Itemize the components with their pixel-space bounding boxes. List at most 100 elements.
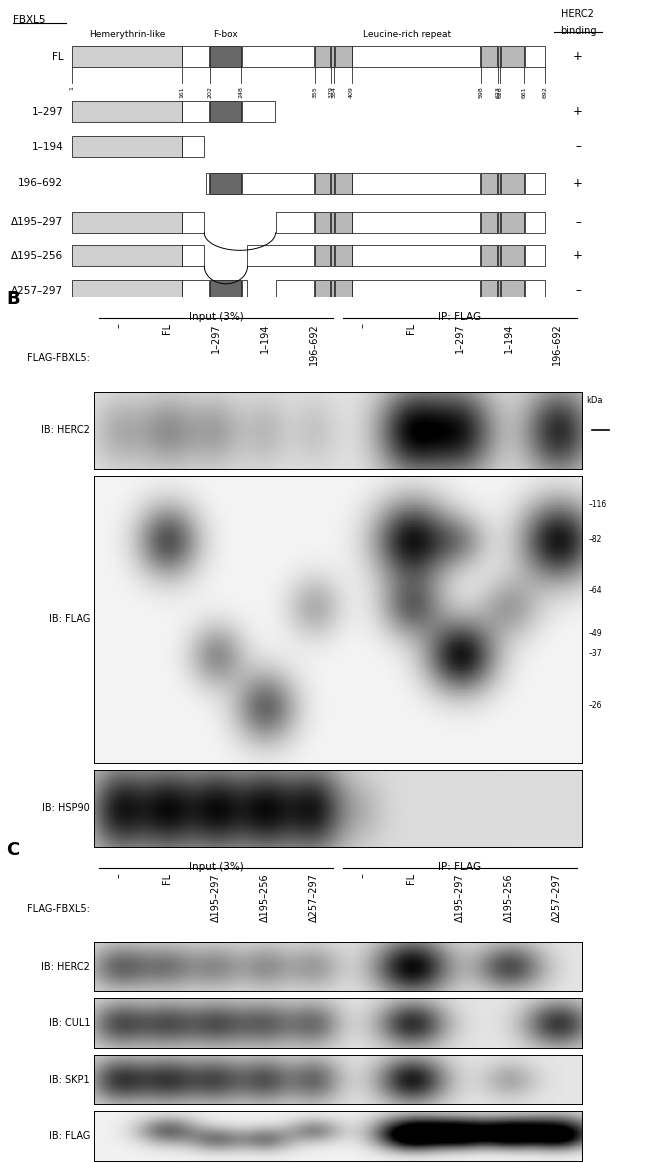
Bar xyxy=(352,280,480,301)
Bar xyxy=(352,212,480,233)
Text: –: – xyxy=(114,323,124,328)
Text: binding: binding xyxy=(560,26,596,36)
Bar xyxy=(183,101,209,122)
Text: –37: –37 xyxy=(589,649,603,658)
Text: 626: 626 xyxy=(498,86,502,98)
Bar xyxy=(205,172,209,193)
Text: Δ195–256: Δ195–256 xyxy=(504,873,514,922)
Text: FL: FL xyxy=(162,323,172,335)
Bar xyxy=(352,47,480,67)
Text: FLAG-FBXL5:: FLAG-FBXL5: xyxy=(27,904,90,913)
Bar xyxy=(242,280,247,301)
Text: –: – xyxy=(575,141,581,154)
Text: Δ195–297: Δ195–297 xyxy=(211,873,221,922)
Text: –: – xyxy=(575,284,581,298)
Text: 692: 692 xyxy=(543,86,548,98)
Bar xyxy=(501,245,524,266)
Text: 1: 1 xyxy=(70,86,75,90)
Bar xyxy=(481,280,497,301)
Text: 1–297: 1–297 xyxy=(32,107,63,117)
Bar xyxy=(210,172,241,193)
Text: –: – xyxy=(358,323,367,328)
Bar xyxy=(72,245,182,266)
Text: 379: 379 xyxy=(328,86,333,98)
Text: F-box: F-box xyxy=(213,30,238,40)
Bar xyxy=(481,212,497,233)
Text: 355: 355 xyxy=(312,86,317,98)
Text: –64: –64 xyxy=(589,586,603,595)
Bar xyxy=(525,245,545,266)
Text: 1–297: 1–297 xyxy=(455,323,465,352)
Bar xyxy=(210,47,241,67)
Bar xyxy=(501,212,524,233)
Bar xyxy=(242,172,314,193)
Text: –82: –82 xyxy=(589,535,603,543)
Text: FL: FL xyxy=(406,873,416,885)
Bar xyxy=(525,280,545,301)
Text: 598: 598 xyxy=(478,86,484,98)
Bar xyxy=(210,101,241,122)
Bar xyxy=(315,212,330,233)
Text: Δ195–256: Δ195–256 xyxy=(260,873,270,922)
Bar xyxy=(331,245,335,266)
Text: FBXL5: FBXL5 xyxy=(13,15,46,24)
Text: A: A xyxy=(1,0,15,2)
Bar xyxy=(72,280,182,301)
Text: kDa: kDa xyxy=(586,395,603,405)
Bar xyxy=(72,136,182,157)
Bar xyxy=(72,47,182,67)
Bar xyxy=(331,47,335,67)
Text: +: + xyxy=(573,106,583,119)
Y-axis label: IB: FLAG: IB: FLAG xyxy=(49,1130,90,1141)
Bar xyxy=(335,212,352,233)
Text: 202: 202 xyxy=(207,86,213,98)
Bar xyxy=(72,212,182,233)
Text: 1–194: 1–194 xyxy=(32,142,63,152)
Text: 384: 384 xyxy=(332,86,337,98)
Text: Δ257–297: Δ257–297 xyxy=(11,286,63,295)
Bar xyxy=(498,212,500,233)
Bar xyxy=(501,280,524,301)
Text: 196–692: 196–692 xyxy=(18,178,63,188)
Text: 196–692: 196–692 xyxy=(552,323,562,365)
Text: 1–297: 1–297 xyxy=(211,323,221,352)
Bar xyxy=(501,172,524,193)
Bar xyxy=(183,245,204,266)
Text: FL: FL xyxy=(162,873,172,885)
Bar xyxy=(315,245,330,266)
Bar xyxy=(525,47,545,67)
Text: –49: –49 xyxy=(589,629,603,638)
Text: FLAG-FBXL5:: FLAG-FBXL5: xyxy=(27,354,90,363)
Text: –26: –26 xyxy=(589,701,603,709)
Text: Δ195–297: Δ195–297 xyxy=(455,873,465,922)
Text: 409: 409 xyxy=(349,86,354,98)
Text: C: C xyxy=(6,841,20,858)
Bar xyxy=(498,47,500,67)
Bar xyxy=(335,245,352,266)
Text: IP: FLAG: IP: FLAG xyxy=(438,312,482,321)
Text: 196–692: 196–692 xyxy=(309,323,318,365)
Bar xyxy=(315,47,330,67)
Bar xyxy=(242,47,314,67)
Text: 1–194: 1–194 xyxy=(504,323,514,352)
Y-axis label: IB: HERC2: IB: HERC2 xyxy=(41,962,90,972)
Text: FL: FL xyxy=(51,51,63,62)
Bar xyxy=(276,280,314,301)
Bar xyxy=(276,212,314,233)
Bar xyxy=(331,280,335,301)
Bar xyxy=(525,172,545,193)
Bar xyxy=(210,280,241,301)
Bar xyxy=(481,172,497,193)
Text: 661: 661 xyxy=(521,86,527,98)
Bar xyxy=(501,47,524,67)
Bar xyxy=(183,136,204,157)
Bar xyxy=(331,212,335,233)
Y-axis label: IB: CUL1: IB: CUL1 xyxy=(49,1018,90,1028)
Text: Input (3%): Input (3%) xyxy=(188,862,244,871)
Bar xyxy=(242,101,275,122)
Text: 248: 248 xyxy=(239,86,244,98)
Text: +: + xyxy=(573,50,583,63)
Bar xyxy=(498,280,500,301)
Text: HERC2: HERC2 xyxy=(562,9,594,19)
Text: IP: FLAG: IP: FLAG xyxy=(438,862,482,871)
